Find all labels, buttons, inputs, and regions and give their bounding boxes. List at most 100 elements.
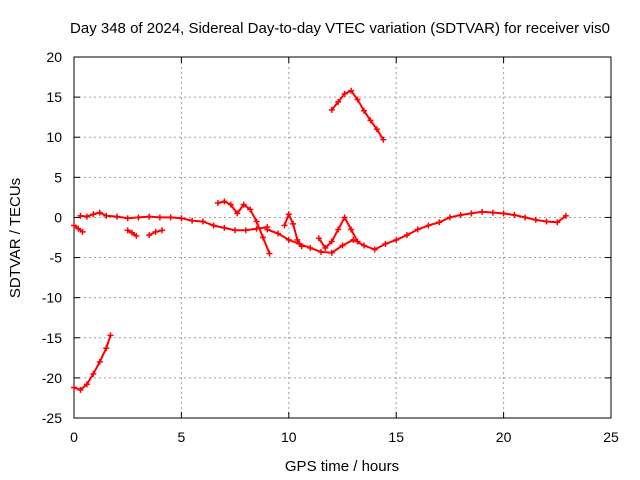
data-point <box>328 238 335 245</box>
data-point <box>210 222 217 229</box>
series-spike-12 <box>318 215 359 250</box>
y-tick-label: 15 <box>46 89 62 105</box>
chart-title: Day 348 of 2024, Sidereal Day-to-day VTE… <box>70 20 610 37</box>
data-point <box>339 242 346 249</box>
x-tick-label: 5 <box>178 429 186 445</box>
data-point <box>354 238 361 245</box>
y-tick-label: 20 <box>46 49 62 65</box>
data-point <box>373 126 380 133</box>
y-tick-label: -5 <box>50 250 63 266</box>
data-point <box>328 249 335 256</box>
data-point <box>354 96 361 103</box>
data-point <box>500 210 507 217</box>
data-point <box>457 212 464 219</box>
series-main-trace-b <box>266 210 567 254</box>
data-point <box>83 381 90 388</box>
y-tick-label: -10 <box>42 290 62 306</box>
data-point <box>83 213 90 220</box>
data-point <box>71 222 77 229</box>
data-point <box>152 228 159 235</box>
data-point <box>281 222 288 229</box>
data-point <box>146 232 153 239</box>
data-point <box>103 345 110 352</box>
data-point <box>554 219 561 226</box>
plot-frame <box>73 56 612 419</box>
data-point <box>103 212 110 219</box>
data-point <box>290 220 297 227</box>
data-point <box>221 224 228 231</box>
data-point <box>307 244 314 251</box>
data-point <box>350 236 357 243</box>
data-point <box>77 212 84 219</box>
data-point <box>322 244 329 251</box>
data-point <box>79 228 86 235</box>
data-point <box>247 206 254 213</box>
data-point <box>328 106 335 113</box>
data-point <box>167 214 174 221</box>
data-point <box>107 332 114 339</box>
data-point <box>264 226 271 233</box>
data-point <box>135 214 142 221</box>
data-point <box>315 235 322 242</box>
data-point <box>335 98 342 105</box>
data-point <box>294 236 301 243</box>
x-tick-label: 10 <box>281 429 297 445</box>
data-point <box>275 230 282 237</box>
data-point <box>71 384 77 391</box>
y-tick-label: -15 <box>42 330 62 346</box>
data-point <box>90 211 97 218</box>
data-point <box>77 386 84 393</box>
data-point <box>446 214 453 221</box>
data-point <box>522 214 529 221</box>
data-point <box>227 201 234 208</box>
data-point <box>124 227 131 234</box>
data-point <box>266 250 273 257</box>
data-point <box>532 216 539 223</box>
data-point <box>214 200 221 207</box>
data-point <box>414 226 421 233</box>
y-tick-label: -25 <box>42 410 62 426</box>
data-point <box>393 236 400 243</box>
series-early-dip <box>73 335 112 392</box>
x-tick-label: 15 <box>388 429 404 445</box>
data-point <box>348 226 355 233</box>
data-point <box>146 213 153 220</box>
data-point <box>260 234 267 241</box>
data-point <box>156 214 163 221</box>
data-point <box>543 218 550 225</box>
data-point <box>341 214 348 221</box>
data-point <box>360 107 367 114</box>
data-point <box>242 227 249 234</box>
x-axis-label: GPS time / hours <box>285 458 399 475</box>
data-point <box>511 212 518 219</box>
data-point <box>96 209 103 216</box>
x-tick-label: 25 <box>603 429 619 445</box>
y-axis-label: SDTVAR / TECUs <box>7 178 24 298</box>
data-point <box>382 240 389 247</box>
data-point <box>468 210 475 217</box>
data-point <box>489 209 496 216</box>
data-point <box>96 358 103 365</box>
ticks-layer: 0 5 10 15 20 25 -25 -20 -15 -10 -5 0 5 10 15 20 <box>42 49 619 445</box>
data-point <box>113 213 120 220</box>
data-point <box>380 136 387 143</box>
y-tick-label: 5 <box>54 169 62 185</box>
data-point <box>360 242 367 249</box>
data-point <box>159 227 166 234</box>
data-point <box>199 218 206 225</box>
series-layer <box>71 87 569 393</box>
data-point <box>335 226 342 233</box>
data-point <box>232 227 239 234</box>
data-point <box>562 212 569 219</box>
data-point <box>425 222 432 229</box>
data-point <box>240 201 247 208</box>
grid-layer <box>74 57 611 418</box>
data-point <box>371 246 378 253</box>
data-point <box>189 217 196 224</box>
data-point <box>75 225 82 232</box>
x-tick-label: 20 <box>496 429 512 445</box>
y-tick-label: 0 <box>54 209 62 225</box>
data-point <box>285 236 292 243</box>
data-point <box>298 243 305 250</box>
